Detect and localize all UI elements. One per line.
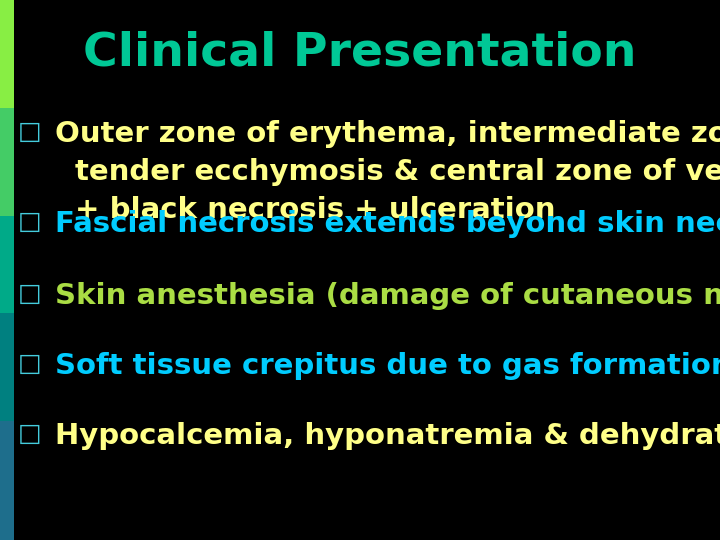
Text: □: □ xyxy=(18,352,42,376)
Text: Hypocalcemia, hyponatremia & dehydration: Hypocalcemia, hyponatremia & dehydration xyxy=(55,422,720,450)
Text: Fascial necrosis extends beyond skin necrosis: Fascial necrosis extends beyond skin nec… xyxy=(55,210,720,238)
Text: □: □ xyxy=(18,422,42,446)
Text: + black necrosis + ulceration: + black necrosis + ulceration xyxy=(75,196,556,224)
Text: Soft tissue crepitus due to gas formation: Soft tissue crepitus due to gas formatio… xyxy=(55,352,720,380)
Text: Outer zone of erythema, intermediate zone of: Outer zone of erythema, intermediate zon… xyxy=(55,120,720,148)
Bar xyxy=(0,0,14,108)
Text: Skin anesthesia (damage of cutaneous nerves): Skin anesthesia (damage of cutaneous ner… xyxy=(55,282,720,310)
Text: □: □ xyxy=(18,120,42,144)
Bar xyxy=(0,421,14,540)
Text: □: □ xyxy=(18,282,42,306)
Text: Clinical Presentation: Clinical Presentation xyxy=(84,30,636,75)
Bar xyxy=(0,313,14,421)
Text: □: □ xyxy=(18,210,42,234)
Bar xyxy=(0,108,14,216)
Text: tender ecchymosis & central zone of vesiculation: tender ecchymosis & central zone of vesi… xyxy=(75,158,720,186)
Bar xyxy=(0,216,14,313)
